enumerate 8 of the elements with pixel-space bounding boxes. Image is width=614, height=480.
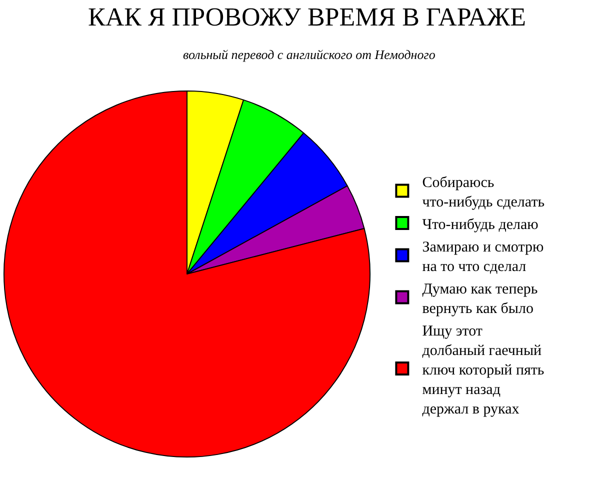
legend-label: Что-нибудь делаю [422,216,538,233]
legend-label: Замираю и смотрю на то что сделал [422,239,544,275]
chart-title: КАК Я ПРОВОЖУ ВРЕМЯ В ГАРАЖЕ [88,2,526,32]
legend-label: Ищу этот долбаный гаечный ключ который пять минут назад держал в руках [422,323,544,418]
chart-subtitle: вольный перевод с английского от Немодного [183,47,436,62]
pie-slice [4,90,370,458]
legend-label: Думаю как теперь вернуть как было [422,281,538,317]
legend-label: Собираюсь что-нибудь сделать [422,174,545,210]
